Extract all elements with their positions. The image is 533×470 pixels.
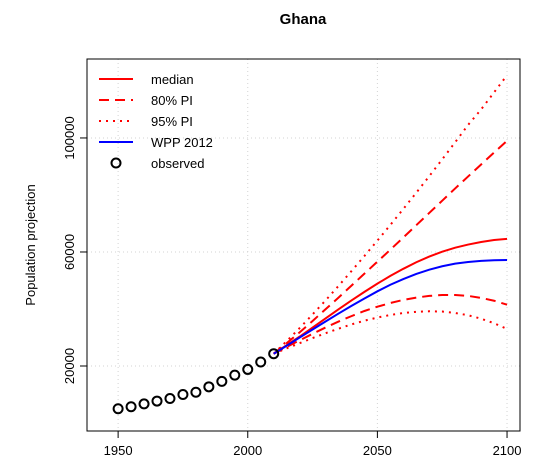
y-axis-label: Population projection [23, 184, 38, 305]
plot-frame [86, 58, 521, 432]
y-tick-label: 100000 [62, 116, 77, 159]
series-line [273, 237, 508, 355]
series-line [273, 258, 508, 355]
series-line [272, 74, 508, 355]
legend-symbol [110, 157, 122, 169]
observed-point [177, 389, 189, 401]
observed-point [151, 395, 163, 407]
observed-point [242, 363, 254, 375]
series-line [273, 294, 508, 355]
observed-point [203, 381, 215, 393]
observed-point [255, 356, 267, 368]
legend-label: WPP 2012 [151, 135, 213, 150]
observed-point [164, 393, 176, 405]
x-tick-label: 1950 [104, 443, 133, 458]
x-tick-label: 2050 [363, 443, 392, 458]
observed-point [125, 401, 137, 413]
x-tick-label: 2000 [233, 443, 262, 458]
y-tick-label: 20000 [62, 348, 77, 384]
legend-label: median [151, 72, 194, 87]
legend-label: 95% PI [151, 114, 193, 129]
chart-title: Ghana [280, 11, 327, 28]
x-tick-label: 2100 [493, 443, 522, 458]
series-line [273, 140, 508, 355]
legend-label: observed [151, 156, 204, 171]
observed-point [216, 375, 228, 387]
observed-point [229, 369, 241, 381]
y-tick-label: 60000 [62, 234, 77, 270]
observed-point [138, 398, 150, 410]
observed-point [190, 386, 202, 398]
observed-point [112, 403, 124, 415]
observed-point [268, 348, 280, 360]
legend-label: 80% PI [151, 93, 193, 108]
